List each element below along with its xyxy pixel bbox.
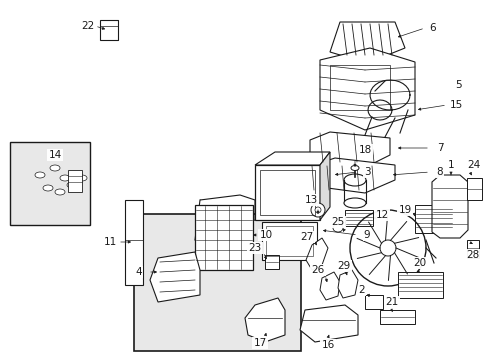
Polygon shape bbox=[431, 175, 467, 238]
Bar bbox=[397, 272, 442, 298]
Text: 16: 16 bbox=[321, 340, 334, 350]
Ellipse shape bbox=[77, 175, 87, 181]
Bar bbox=[466, 178, 481, 200]
Bar bbox=[345, 210, 372, 226]
Text: 24: 24 bbox=[467, 160, 480, 170]
Text: 12: 12 bbox=[375, 210, 388, 220]
Bar bbox=[260, 170, 314, 215]
Bar bbox=[379, 310, 414, 324]
Polygon shape bbox=[254, 152, 329, 165]
Bar bbox=[195, 205, 252, 270]
Ellipse shape bbox=[60, 175, 70, 181]
Text: 7: 7 bbox=[436, 143, 443, 153]
Text: 3: 3 bbox=[363, 167, 369, 177]
Text: 29: 29 bbox=[337, 261, 350, 271]
Text: 21: 21 bbox=[385, 297, 398, 307]
Ellipse shape bbox=[50, 165, 60, 171]
Ellipse shape bbox=[310, 203, 325, 217]
Polygon shape bbox=[319, 48, 414, 130]
Text: 26: 26 bbox=[311, 265, 324, 275]
Text: 28: 28 bbox=[466, 250, 479, 260]
Text: 25: 25 bbox=[331, 217, 344, 227]
Text: 9: 9 bbox=[363, 230, 369, 240]
Text: 27: 27 bbox=[300, 232, 313, 242]
Polygon shape bbox=[309, 132, 389, 165]
Polygon shape bbox=[319, 152, 329, 220]
Text: 15: 15 bbox=[448, 100, 462, 110]
Text: 17: 17 bbox=[253, 338, 266, 348]
Text: 23: 23 bbox=[248, 243, 261, 253]
Text: 13: 13 bbox=[304, 195, 317, 205]
Bar bbox=[264, 255, 279, 269]
Text: 11: 11 bbox=[103, 237, 116, 247]
Polygon shape bbox=[319, 272, 339, 300]
Bar bbox=[364, 295, 382, 309]
Text: 1: 1 bbox=[447, 160, 453, 170]
Text: 5: 5 bbox=[454, 80, 460, 90]
Polygon shape bbox=[305, 158, 394, 193]
Bar bbox=[134, 214, 300, 351]
Polygon shape bbox=[299, 305, 357, 342]
Bar bbox=[265, 226, 312, 256]
Text: 22: 22 bbox=[81, 21, 95, 31]
Bar bbox=[329, 65, 389, 110]
Text: 8: 8 bbox=[436, 167, 443, 177]
Bar bbox=[466, 240, 478, 258]
Bar bbox=[414, 205, 452, 233]
Ellipse shape bbox=[314, 207, 320, 213]
Text: 14: 14 bbox=[48, 150, 61, 160]
Text: 18: 18 bbox=[358, 145, 371, 155]
Text: 19: 19 bbox=[398, 205, 411, 215]
Bar bbox=[100, 20, 118, 40]
Polygon shape bbox=[305, 238, 327, 270]
Ellipse shape bbox=[350, 166, 358, 171]
Bar bbox=[68, 170, 82, 192]
Ellipse shape bbox=[343, 198, 365, 208]
Text: 6: 6 bbox=[429, 23, 435, 33]
Ellipse shape bbox=[43, 185, 53, 191]
Polygon shape bbox=[244, 298, 285, 342]
Text: 20: 20 bbox=[412, 258, 426, 268]
Bar bbox=[254, 165, 319, 220]
Ellipse shape bbox=[332, 224, 342, 232]
Bar bbox=[10, 142, 90, 225]
Text: 4: 4 bbox=[135, 267, 142, 277]
Polygon shape bbox=[329, 22, 404, 58]
Polygon shape bbox=[150, 252, 200, 302]
Ellipse shape bbox=[35, 172, 45, 178]
Bar bbox=[262, 222, 316, 260]
Bar bbox=[125, 200, 142, 285]
Ellipse shape bbox=[343, 174, 365, 186]
Ellipse shape bbox=[67, 182, 77, 188]
Text: 10: 10 bbox=[259, 230, 272, 240]
Text: 2: 2 bbox=[358, 285, 365, 295]
Polygon shape bbox=[337, 270, 357, 298]
Ellipse shape bbox=[55, 189, 65, 195]
